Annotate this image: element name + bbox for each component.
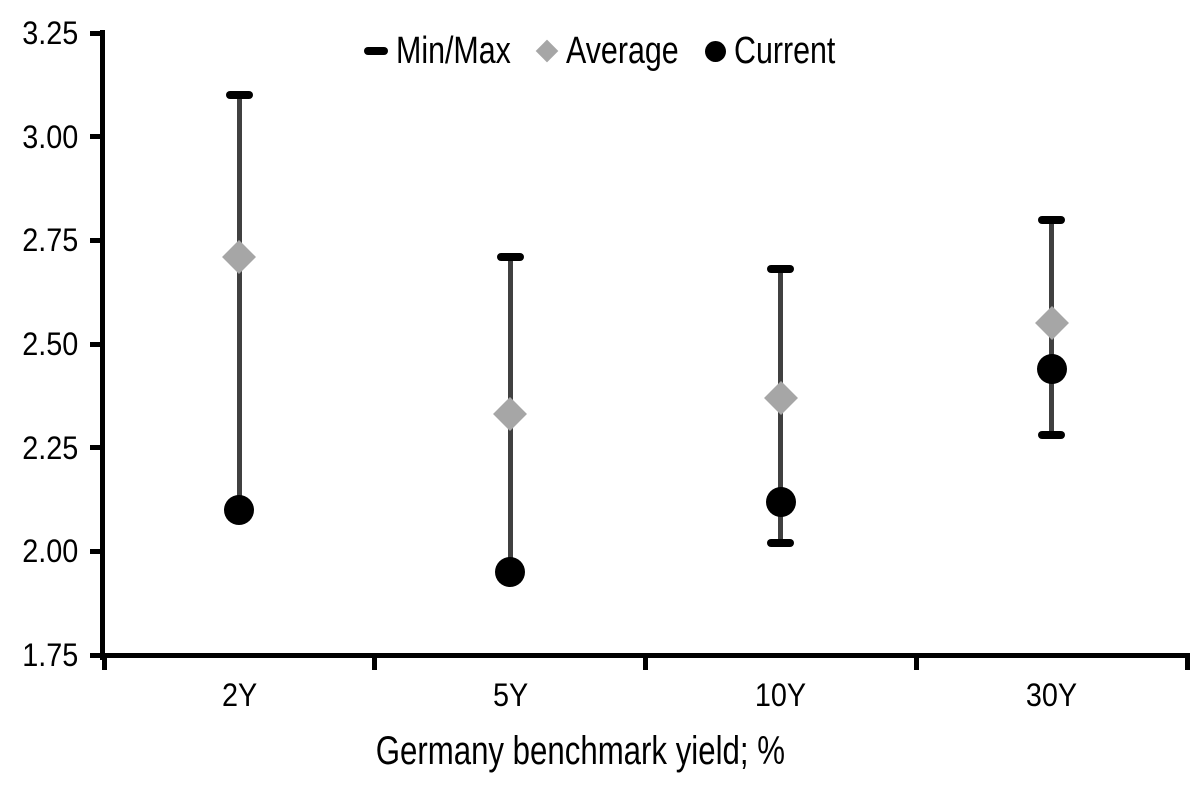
min-cap-marker <box>1038 431 1066 440</box>
y-tick <box>90 237 104 243</box>
legend-label-minmax: Min/Max <box>395 30 511 72</box>
current-marker <box>224 494 255 525</box>
max-cap-marker <box>1038 215 1066 224</box>
y-tick <box>90 30 104 36</box>
legend: Min/Max Average Current <box>0 30 1200 72</box>
current-marker <box>495 557 526 588</box>
average-diamond-icon <box>535 39 558 63</box>
average-marker <box>763 380 798 415</box>
y-tick <box>90 134 104 140</box>
x-tick <box>643 658 648 670</box>
y-tick-label: 1.75 <box>21 637 78 673</box>
current-marker <box>765 486 796 517</box>
max-cap-marker <box>767 265 795 274</box>
average-marker <box>1034 306 1069 341</box>
minmax-dash-icon <box>363 47 388 55</box>
y-tick-label: 2.00 <box>21 533 78 570</box>
range-line <box>236 95 242 510</box>
max-cap-marker <box>496 252 524 261</box>
x-tick <box>1184 658 1190 670</box>
x-tick-label: 10Y <box>755 677 807 713</box>
min-cap-marker <box>767 539 795 548</box>
x-tick <box>913 658 919 670</box>
x-tick <box>101 658 107 670</box>
average-marker <box>493 397 528 432</box>
legend-label-current: Current <box>733 30 835 72</box>
y-tick-label: 3.25 <box>21 15 78 51</box>
x-tick <box>372 658 378 670</box>
y-tick-label: 2.25 <box>21 429 78 466</box>
x-tick-label: 5Y <box>492 677 528 713</box>
average-marker <box>222 239 257 274</box>
current-marker <box>1036 353 1067 384</box>
current-circle-icon <box>704 40 726 62</box>
y-tick <box>90 341 104 347</box>
y-tick <box>90 652 104 658</box>
y-tick-label: 2.75 <box>21 222 78 259</box>
max-cap-marker <box>225 91 253 100</box>
legend-item-average: Average <box>535 30 679 72</box>
x-axis-line <box>100 653 1190 658</box>
legend-label-average: Average <box>565 30 679 72</box>
y-tick <box>90 548 104 554</box>
x-tick-label: 30Y <box>1026 677 1078 713</box>
y-tick-label: 2.50 <box>21 326 78 362</box>
x-tick-label: 2Y <box>221 677 257 713</box>
legend-item-minmax: Min/Max <box>363 30 511 72</box>
x-axis-title: Germany benchmark yield; % <box>375 729 785 773</box>
legend-item-current: Current <box>704 30 837 72</box>
y-tick <box>90 445 104 451</box>
y-tick-label: 3.00 <box>21 118 78 155</box>
